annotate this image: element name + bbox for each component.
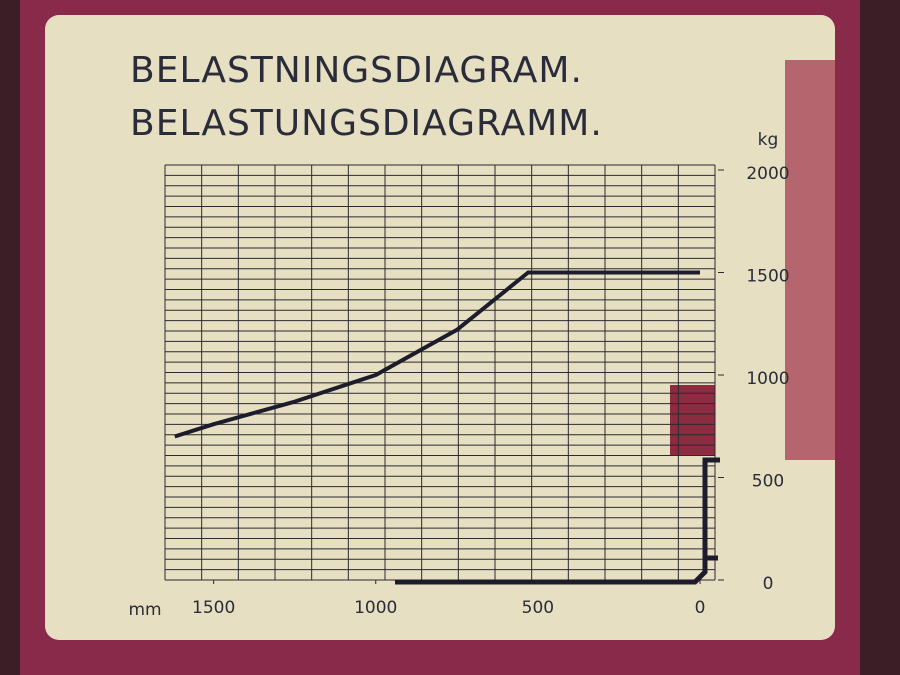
x-tick-label: 0 bbox=[695, 598, 706, 618]
load-curve bbox=[174, 270, 700, 439]
paint-damage bbox=[785, 60, 835, 460]
fine-grid bbox=[164, 164, 716, 581]
x-tick-label: 500 bbox=[522, 598, 554, 618]
plate bbox=[45, 15, 835, 640]
y-tick-label: 0 bbox=[763, 574, 774, 594]
x-tick-label: 1500 bbox=[192, 598, 235, 618]
y-tick-label: 1000 bbox=[746, 369, 789, 389]
y-axis-label: kg bbox=[758, 130, 779, 150]
x-axis-label: mm bbox=[128, 600, 161, 620]
fork-outline bbox=[395, 457, 720, 585]
x-tick-label: 1000 bbox=[354, 598, 397, 618]
chart-subtitle: BELASTUNGSDIAGRAMM. bbox=[130, 103, 603, 144]
y-tick-label: 1500 bbox=[746, 267, 789, 287]
chart-title: BELASTNINGSDIAGRAM. bbox=[130, 50, 583, 91]
y-tick-label: 500 bbox=[752, 472, 784, 492]
y-tick-label: 2000 bbox=[746, 164, 789, 184]
paint-damage bbox=[670, 385, 715, 455]
